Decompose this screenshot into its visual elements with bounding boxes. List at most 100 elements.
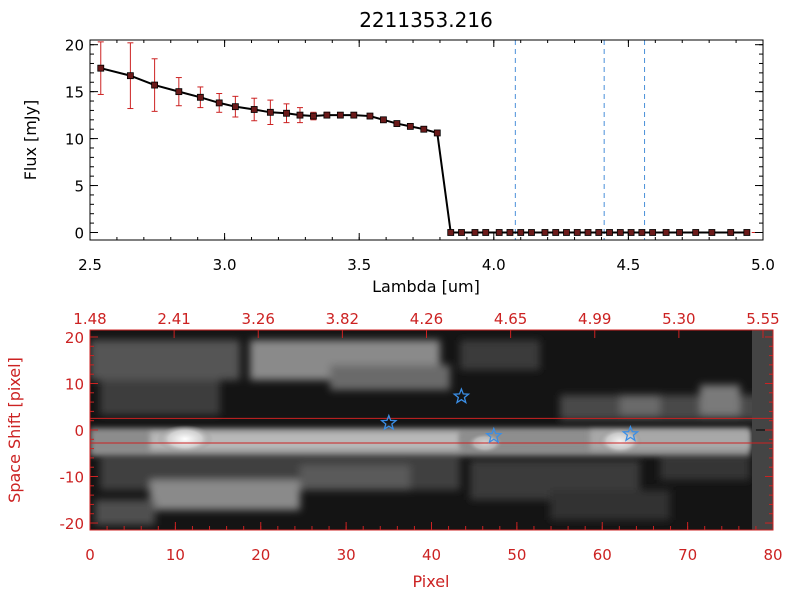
- star-marker: [452, 387, 471, 405]
- data-point: [708, 229, 716, 236]
- flux-points: [97, 64, 751, 236]
- data-point: [420, 125, 428, 133]
- wavelength-tick-label: 3.82: [326, 310, 359, 328]
- space-shift-tick-label: 10: [65, 375, 84, 393]
- x-tick-label: 4.0: [482, 256, 506, 274]
- data-point: [506, 229, 514, 236]
- data-point: [662, 229, 670, 236]
- data-point: [584, 229, 592, 236]
- data-point: [97, 64, 105, 72]
- data-point: [231, 103, 239, 111]
- data-point: [175, 88, 183, 96]
- data-point: [692, 229, 700, 236]
- y-tick-label: 5: [74, 178, 84, 196]
- data-point: [126, 72, 134, 80]
- data-point: [627, 229, 635, 236]
- data-point: [541, 229, 549, 236]
- data-point: [350, 111, 358, 119]
- space-shift-tick-label: -10: [60, 469, 85, 487]
- wavelength-tick-label: 5.30: [662, 310, 695, 328]
- spectrum-plot: 2211353.216 2.5 3.0 3.5 4.0 4.5 5.0 05101520 …: [21, 8, 775, 296]
- data-point: [310, 112, 317, 120]
- wavelength-top-axis-ticks: 1.48 2.41 3.26 3.82 4.26 4.65 4.99 5.30 5.55: [73, 310, 780, 338]
- wavelength-tick-label: 2.41: [157, 310, 190, 328]
- data-point: [266, 108, 274, 116]
- data-point: [649, 229, 657, 236]
- x-tick-label: 4.5: [616, 256, 640, 274]
- y-tick-label: 15: [65, 84, 84, 102]
- wavelength-tick-label: 4.99: [578, 310, 611, 328]
- data-point: [517, 229, 525, 236]
- x-tick-label: 2.5: [78, 256, 102, 274]
- data-point: [482, 229, 490, 236]
- pixel-tick-label: 0: [85, 546, 95, 564]
- data-point: [393, 120, 401, 127]
- data-point: [458, 229, 465, 236]
- space-shift-axis-ticks: -20 -10 0 10 20: [60, 329, 773, 533]
- space-shift-tick-label: 20: [65, 329, 84, 347]
- source-markers: [379, 387, 640, 444]
- y-axis-label: Flux [mJy]: [21, 100, 40, 181]
- data-point: [563, 229, 570, 236]
- data-point: [283, 109, 290, 117]
- x-tick-label: 3.5: [347, 256, 371, 274]
- bottom-x-axis-label: Pixel: [412, 572, 449, 591]
- data-point: [471, 229, 479, 236]
- y-tick-label: 0: [74, 224, 84, 242]
- wavelength-tick-label: 4.26: [410, 310, 443, 328]
- pixel-tick-label: 10: [166, 546, 185, 564]
- data-point: [573, 229, 581, 236]
- star-marker: [379, 413, 398, 431]
- wavelength-tick-label: 3.26: [242, 310, 275, 328]
- flux-series-line: [100, 67, 747, 234]
- wavelength-tick-label: 4.65: [494, 310, 527, 328]
- data-point: [250, 106, 258, 113]
- data-point: [447, 229, 455, 236]
- data-point: [552, 229, 560, 236]
- data-point: [215, 99, 223, 107]
- data-point: [616, 229, 624, 236]
- y-axis-ticks: 0 5 10 15 20: [65, 37, 763, 242]
- data-point: [196, 93, 204, 101]
- data-point: [495, 229, 503, 236]
- data-point: [676, 229, 683, 236]
- data-point: [638, 229, 646, 236]
- wavelength-tick-label: 1.48: [73, 310, 106, 328]
- spectral-image: [90, 330, 773, 530]
- chart-title: 2211353.216: [359, 8, 493, 32]
- data-point: [606, 229, 613, 236]
- dashed-lines: [450, 40, 763, 240]
- data-point: [433, 129, 441, 137]
- wavelength-tick-label: 5.55: [746, 310, 779, 328]
- bottom-y-axis-label: Space Shift [pixel]: [5, 357, 24, 503]
- data-point: [366, 112, 374, 120]
- data-point: [595, 229, 603, 236]
- y-tick-label: 10: [65, 131, 84, 149]
- data-point: [323, 111, 331, 119]
- pixel-axis-ticks: 0 10 20 30 40 50 60 70 80: [85, 522, 783, 564]
- x-tick-label: 3.0: [213, 256, 237, 274]
- pixel-tick-label: 80: [763, 546, 782, 564]
- x-axis-ticks: 2.5 3.0 3.5 4.0 4.5 5.0: [78, 40, 775, 274]
- spectral-image-plot: 0 10 20 30 40 50 60 70 80 -20 -10 0 10 20 1.48 2.41 3.…: [5, 310, 783, 591]
- data-point: [727, 229, 735, 236]
- data-point: [151, 81, 159, 89]
- data-point: [296, 111, 304, 119]
- data-point: [336, 111, 344, 119]
- pixel-tick-label: 60: [593, 546, 612, 564]
- star-marker: [621, 424, 640, 442]
- pixel-tick-label: 70: [678, 546, 697, 564]
- data-point: [380, 116, 387, 124]
- pixel-tick-label: 40: [422, 546, 441, 564]
- x-axis-label: Lambda [um]: [372, 277, 480, 296]
- data-point: [743, 229, 751, 236]
- star-marker: [484, 426, 503, 444]
- pixel-tick-label: 20: [251, 546, 270, 564]
- data-point: [406, 122, 414, 130]
- x-tick-label: 5.0: [751, 256, 775, 274]
- y-tick-label: 20: [65, 37, 84, 55]
- space-shift-tick-label: 0: [74, 422, 84, 440]
- space-shift-tick-label: -20: [60, 515, 85, 533]
- data-point: [528, 229, 535, 236]
